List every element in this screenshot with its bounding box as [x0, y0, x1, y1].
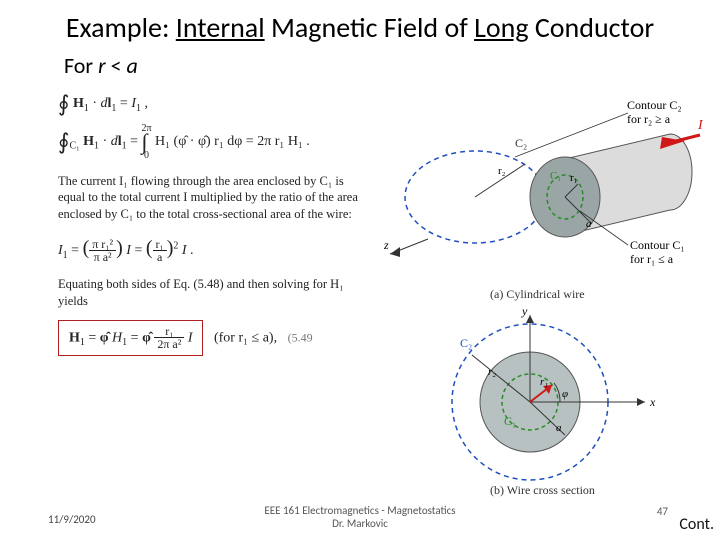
cont-label: Cont.: [679, 515, 714, 534]
eq1-sub: 1: [84, 103, 89, 114]
equation-2: ∮C₁ H1 · dl1 = 2π ∫ 0 H₁ (φ̂ · φ̂) r₁ dφ…: [58, 123, 368, 160]
paragraph-2: Equating both sides of Eq. (5.48) and th…: [58, 276, 368, 310]
oint-symbol: ∮: [58, 93, 69, 115]
slide-title: Example: Internal Magnetic Field of Long…: [0, 0, 720, 48]
figb-a: a: [556, 422, 562, 434]
figure-a-svg: Contour C₂ for r₂ ≥ a Contour C₁ for r₁ …: [370, 79, 710, 289]
content-area: ∮ H1 · dl1 = I1 , ∮C₁ H1 · dl1 = 2π ∫ 0 …: [0, 79, 720, 499]
eq1-body: H: [73, 96, 84, 111]
eq4-number: (5.49: [288, 330, 313, 344]
footer-line1: EEE 161 Electromagnetics - Magnetostatic…: [264, 504, 455, 517]
figa-a: a: [586, 218, 592, 230]
paragraph-1: The current I₁ flowing through the area …: [58, 173, 368, 224]
title-word-1: Example:: [66, 10, 176, 45]
footer-center: EEE 161 Electromagnetics - Magnetostatic…: [264, 504, 455, 530]
figa-c1-label: Contour C₁: [630, 238, 685, 252]
figures-column: Contour C₂ for r₂ ≥ a Contour C₁ for r₁ …: [370, 79, 710, 294]
eq3-f1d: π a²: [89, 251, 116, 264]
figb-x: x: [649, 395, 656, 409]
figa-c2-label: Contour C₂: [627, 98, 682, 112]
eq3-f1n: π r₁²: [89, 238, 116, 252]
eq2-c1: C₁: [69, 141, 79, 152]
oint2: ∮: [58, 131, 69, 153]
title-word-2: Internal: [176, 10, 265, 45]
condition-subheading: For r < a: [0, 48, 720, 79]
footer-line2: Dr. Markovic: [332, 517, 388, 530]
subhead-op: <: [106, 52, 127, 79]
footer-page: 47: [657, 505, 668, 518]
figa-c2: C₂: [515, 136, 527, 150]
figa-I: I: [697, 118, 704, 133]
figb-y: y: [521, 307, 528, 318]
eq4-phi1: φ̂: [100, 330, 109, 345]
figb-r1: r₁: [540, 376, 548, 388]
subhead-prefix: For: [64, 52, 98, 79]
title-word-5: Conductor: [529, 10, 655, 45]
eq4-fd: 2π a²: [154, 338, 184, 351]
figa-c1: C₁: [550, 170, 561, 182]
figb-c2: C₂: [460, 336, 472, 350]
eq4-phi2: φ̂: [142, 330, 151, 345]
figa-z: z: [383, 238, 389, 252]
figure-b-caption: (b) Wire cross section: [490, 483, 595, 498]
figa-r1: r₁: [570, 172, 578, 184]
subhead-a: a: [127, 52, 138, 79]
figa-c1-cond: for r₁ ≤ a: [630, 252, 674, 266]
equation-1: ∮ H1 · dl1 = I1 ,: [58, 93, 368, 115]
figa-c2-cond: for r₂ ≥ a: [627, 112, 671, 126]
equations-column: ∮ H1 · dl1 = I1 , ∮C₁ H1 · dl1 = 2π ∫ 0 …: [58, 85, 368, 364]
figb-r2: r₂: [488, 366, 496, 378]
eq4-cond: (for r₁ ≤ a),: [214, 330, 277, 345]
subhead-r: r: [98, 52, 106, 79]
figure-a-caption: (a) Cylindrical wire: [490, 287, 585, 302]
eq3-f2d: a: [153, 251, 167, 264]
figb-phi: φ: [562, 388, 568, 400]
equation-4-box: H1 = φ̂ H1 = φ̂ r₁2π a² I: [58, 320, 203, 356]
title-word-4: Long: [474, 10, 528, 45]
eq3-f2n: r₁: [153, 238, 167, 252]
eq2-body: H₁ (φ̂ · φ̂) r₁ dφ = 2π r₁ H₁ .: [155, 134, 310, 149]
eq4-fn: r₁: [154, 325, 184, 339]
equation-3: I1 = (π r₁²π a²) I = (r₁a)2 I .: [58, 237, 368, 264]
figa-r2: r₂: [498, 165, 506, 177]
figb-c1: C₁: [504, 414, 516, 428]
equation-4: H1 = φ̂ H1 = φ̂ r₁2π a² I (for r₁ ≤ a), …: [58, 320, 368, 356]
footer-date: 11/9/2020: [48, 513, 96, 526]
title-word-3: Magnetic Field of: [265, 10, 474, 45]
figure-b-svg: x y C₁ C₂ r₂ r₁ a φ: [410, 307, 690, 492]
